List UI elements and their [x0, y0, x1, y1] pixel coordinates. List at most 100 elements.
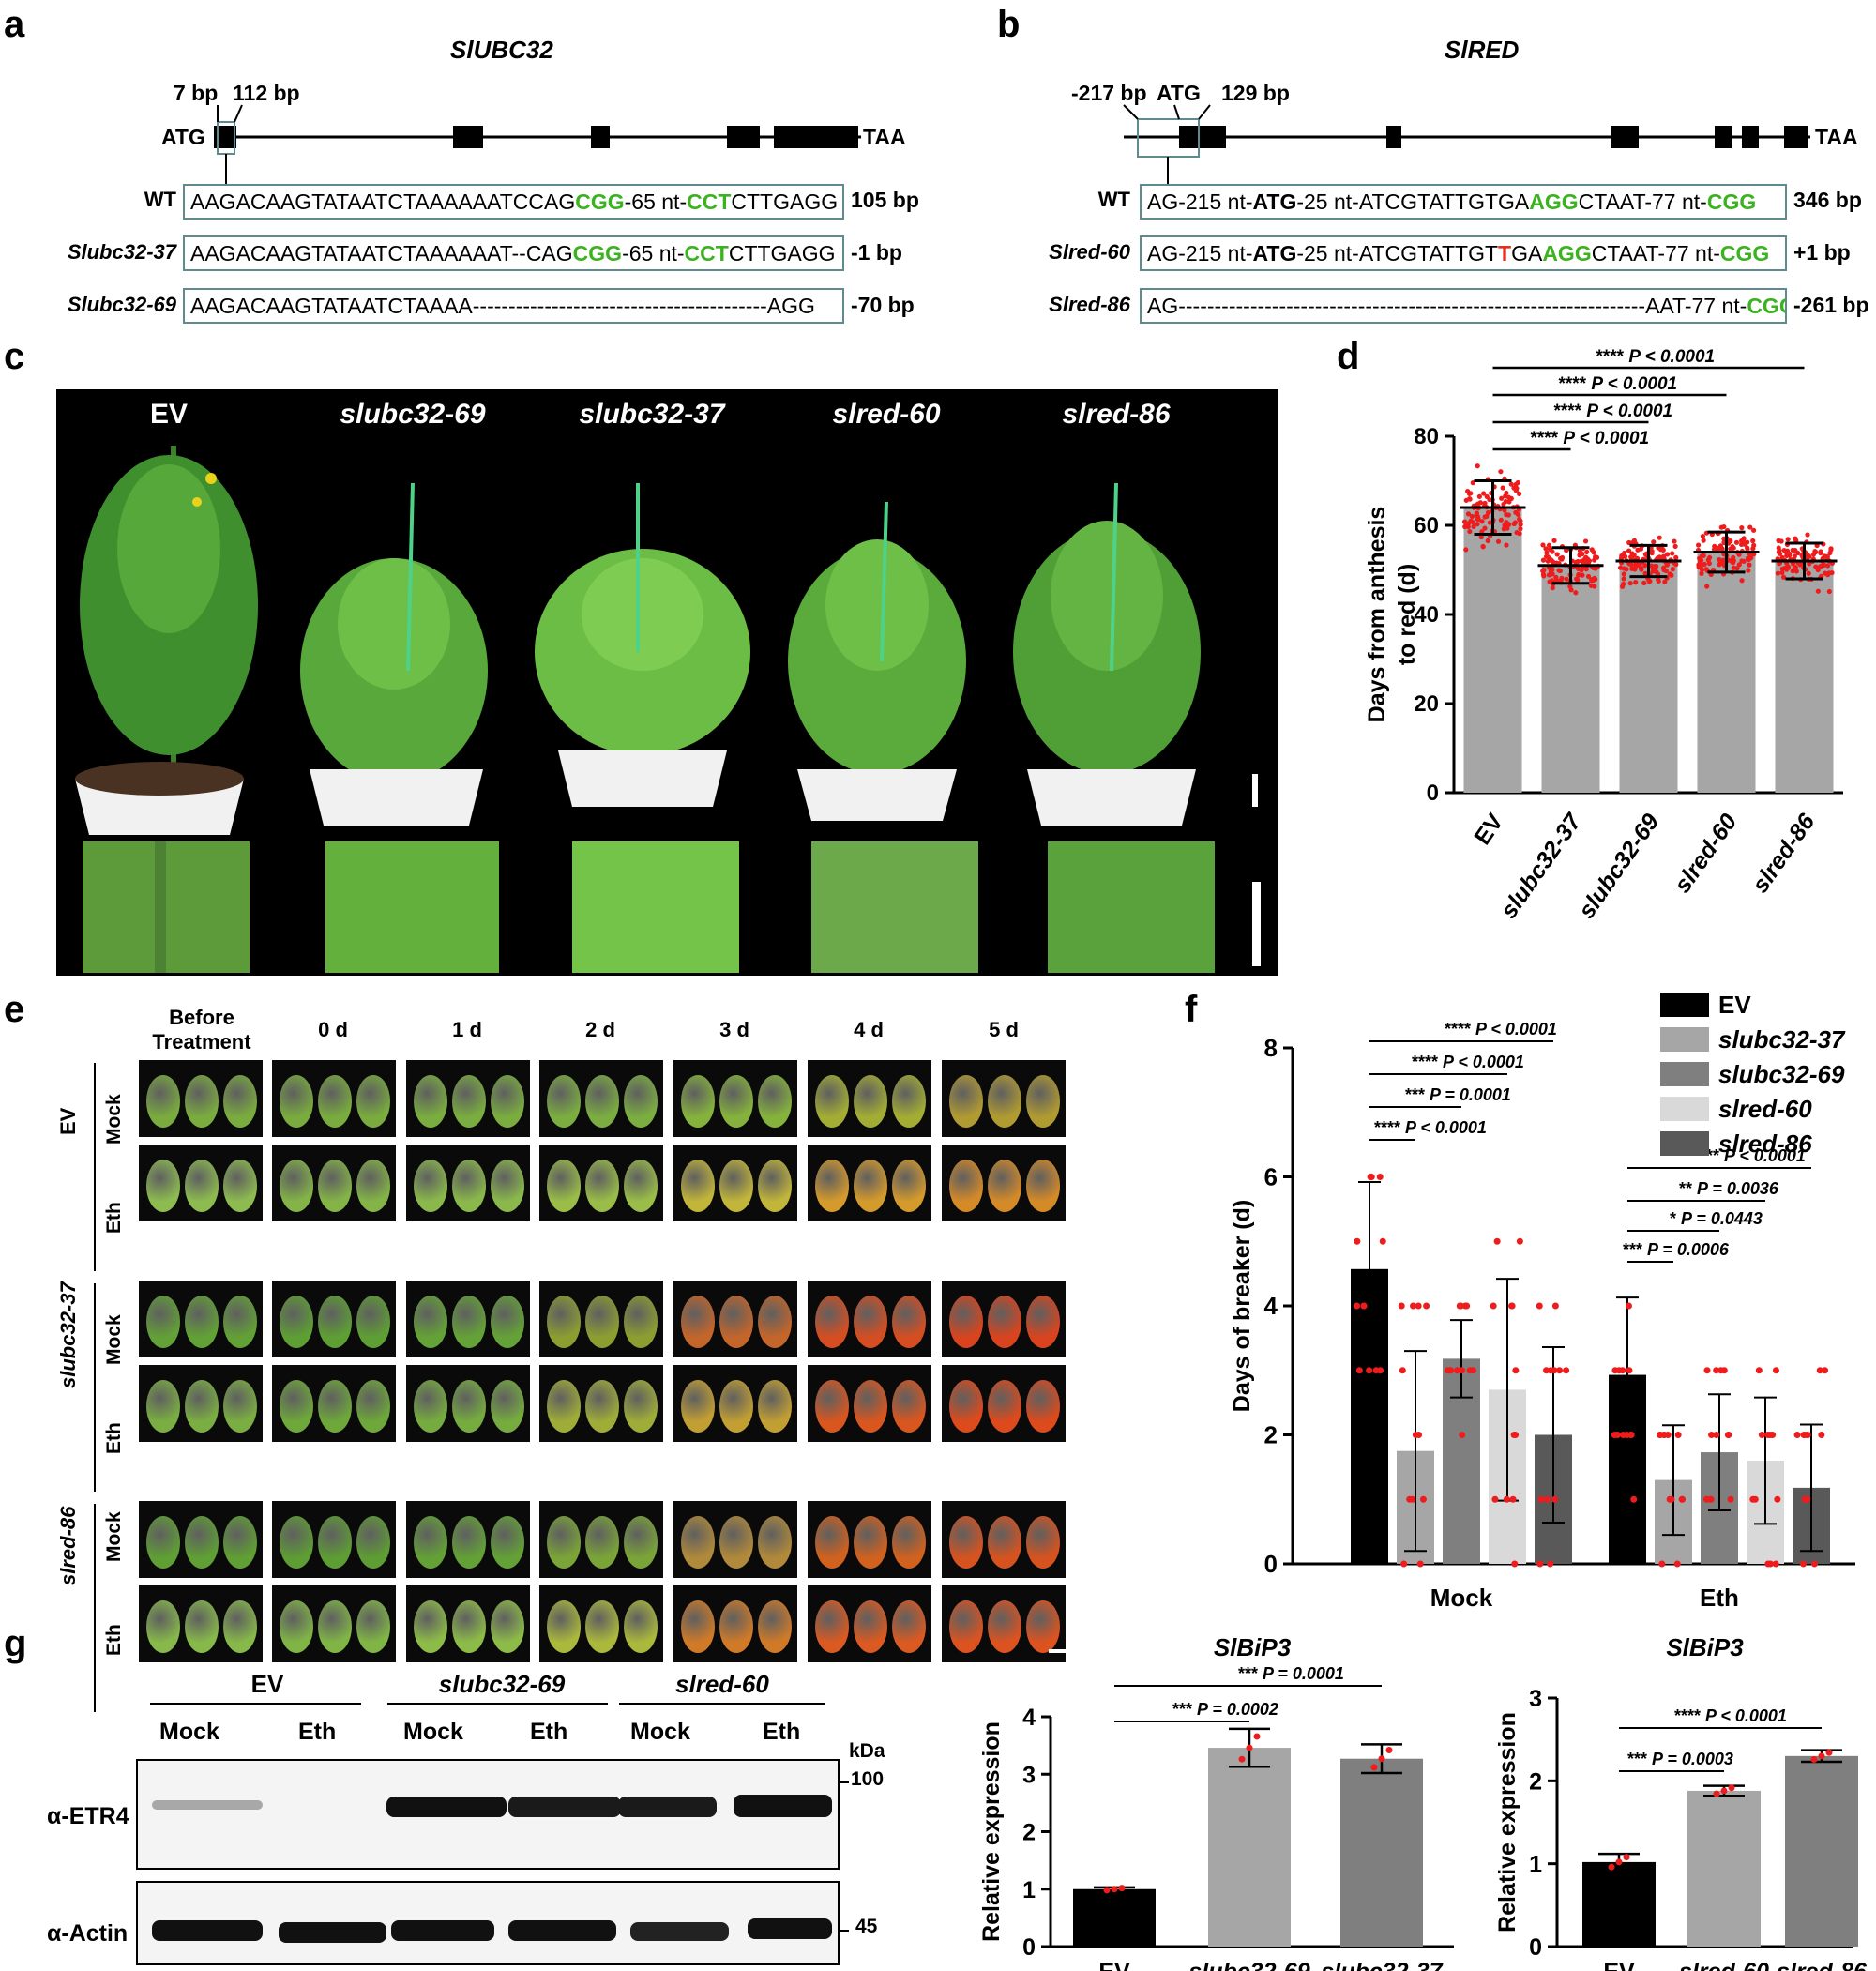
fruit-tile — [406, 1060, 530, 1137]
data-point — [1824, 572, 1831, 578]
tomato-fruit — [892, 1380, 926, 1433]
data-point — [1816, 1367, 1823, 1374]
tomato-fruit — [452, 1380, 486, 1433]
data-point — [1463, 547, 1469, 553]
wb-lane-6: Eth — [763, 1719, 801, 1745]
data-point — [1712, 543, 1717, 549]
data-point — [1378, 1755, 1385, 1763]
tomato-fruit — [452, 1516, 486, 1569]
fruit-tile — [539, 1365, 663, 1442]
significance-label: *** P = 0.0006 — [1623, 1240, 1730, 1259]
x-tick-label-slred-86: slred-86 — [1747, 808, 1821, 898]
treatment-eth-slubc32-37: Eth — [103, 1422, 125, 1454]
significance-label: **** P < 0.0001 — [1531, 429, 1650, 448]
panel-h-left-chart: SlBiP3 0 1 2 3 4 Relative expression EV slubc32-… — [978, 1633, 1454, 1971]
significance-p: P < 0.0001 — [1405, 1118, 1487, 1137]
data-point — [1810, 1560, 1818, 1568]
closeup-slred-86 — [1048, 841, 1215, 973]
tomato-fruit — [1026, 1600, 1060, 1653]
data-point — [1720, 1787, 1728, 1795]
tomato-fruit — [815, 1516, 849, 1569]
tomato-fruit — [758, 1296, 792, 1348]
significance-stars: ** — [1679, 1179, 1697, 1198]
data-point — [1591, 550, 1596, 555]
data-point — [1627, 581, 1633, 586]
tomato-fruit — [547, 1160, 581, 1212]
genotype-slubc32-69: slubc32-69 — [340, 399, 486, 430]
significance-p: P = 0.0003 — [1652, 1750, 1733, 1768]
data-point — [1484, 493, 1490, 500]
significance-label: **** P < 0.0001 — [1674, 1706, 1787, 1725]
blot-actin — [136, 1881, 840, 1965]
data-point — [1662, 579, 1668, 584]
data-point — [1705, 557, 1711, 563]
data-point — [1540, 542, 1546, 548]
data-point — [1564, 548, 1569, 553]
stop-codon: TAA — [1815, 125, 1858, 149]
significance-label: *** P = 0.0002 — [1172, 1700, 1278, 1719]
data-point — [1703, 1367, 1711, 1374]
timepoint-2d: 2 d — [585, 1018, 615, 1041]
data-point — [1755, 1367, 1763, 1374]
data-point — [1749, 1495, 1757, 1503]
band-etr4-4 — [508, 1797, 621, 1817]
data-point — [1487, 520, 1492, 525]
data-point — [1625, 1302, 1632, 1310]
genotype-ev: EV — [149, 399, 189, 430]
data-point — [1660, 565, 1667, 570]
data-point — [1491, 1495, 1499, 1503]
bp-slred-86: -261 bp — [1793, 293, 1869, 317]
data-point — [1626, 1367, 1633, 1374]
significance-p: P < 0.0001 — [1563, 429, 1649, 448]
y-tick-label: 3 — [1022, 1762, 1036, 1788]
data-point — [1619, 553, 1625, 559]
legend-label-slred-86: slred-86 — [1718, 1130, 1812, 1158]
plant-ev — [75, 446, 258, 835]
legend-label-slubc32-69: slubc32-69 — [1718, 1060, 1845, 1088]
data-point — [1517, 491, 1522, 496]
significance-p: P < 0.0001 — [1586, 402, 1672, 421]
panel-label-b: b — [997, 4, 1021, 45]
bar-slubc32-37 — [1340, 1758, 1423, 1947]
tomato-fruit — [585, 1075, 619, 1128]
legend-swatch-EV — [1660, 993, 1709, 1017]
data-point — [1512, 1367, 1520, 1374]
fruit-tile — [808, 1365, 931, 1442]
data-point — [1467, 528, 1473, 535]
group-bracket-slubc32-37 — [94, 1283, 96, 1492]
data-point — [1564, 576, 1569, 582]
tomato-fruit — [146, 1296, 180, 1348]
data-point — [1466, 1367, 1474, 1374]
tomato-fruit — [223, 1160, 257, 1212]
tomato-fruit — [185, 1600, 219, 1653]
plant-slubc32-37 — [535, 483, 750, 807]
data-point — [1734, 566, 1740, 571]
bp-slubc32-37: -1 bp — [851, 240, 902, 265]
tomato-fruit — [452, 1600, 486, 1653]
data-point — [1409, 1495, 1416, 1503]
x-tick-label-slubc32-69: slubc32-69 — [1188, 1959, 1309, 1971]
data-point — [1551, 1302, 1559, 1310]
data-point — [1536, 1302, 1543, 1310]
data-point — [1784, 567, 1790, 572]
data-point — [1479, 519, 1485, 524]
data-point — [1713, 1790, 1720, 1797]
data-point — [1379, 1237, 1386, 1245]
panel-g: EV slubc32-69 slred-60 Mock Eth Mock Eth… — [0, 1628, 938, 1971]
data-point — [1620, 584, 1626, 589]
significance-label: *** P = 0.0003 — [1627, 1750, 1733, 1768]
tomato-fruit — [988, 1600, 1021, 1653]
data-point — [1540, 568, 1547, 573]
x-tick-label-EV: EV — [1469, 809, 1508, 850]
fruit-tile — [673, 1060, 797, 1137]
tomato-fruit — [414, 1296, 447, 1348]
tomato-fruit — [318, 1296, 352, 1348]
tomato-fruit — [146, 1600, 180, 1653]
data-point — [1543, 1367, 1551, 1374]
timepoint-before: Before Treatment — [152, 1006, 251, 1054]
x-tick-label-slubc32-37: slubc32-37 — [1495, 808, 1587, 923]
data-point — [1504, 512, 1509, 518]
data-point — [1807, 561, 1812, 567]
data-point — [1465, 523, 1471, 530]
